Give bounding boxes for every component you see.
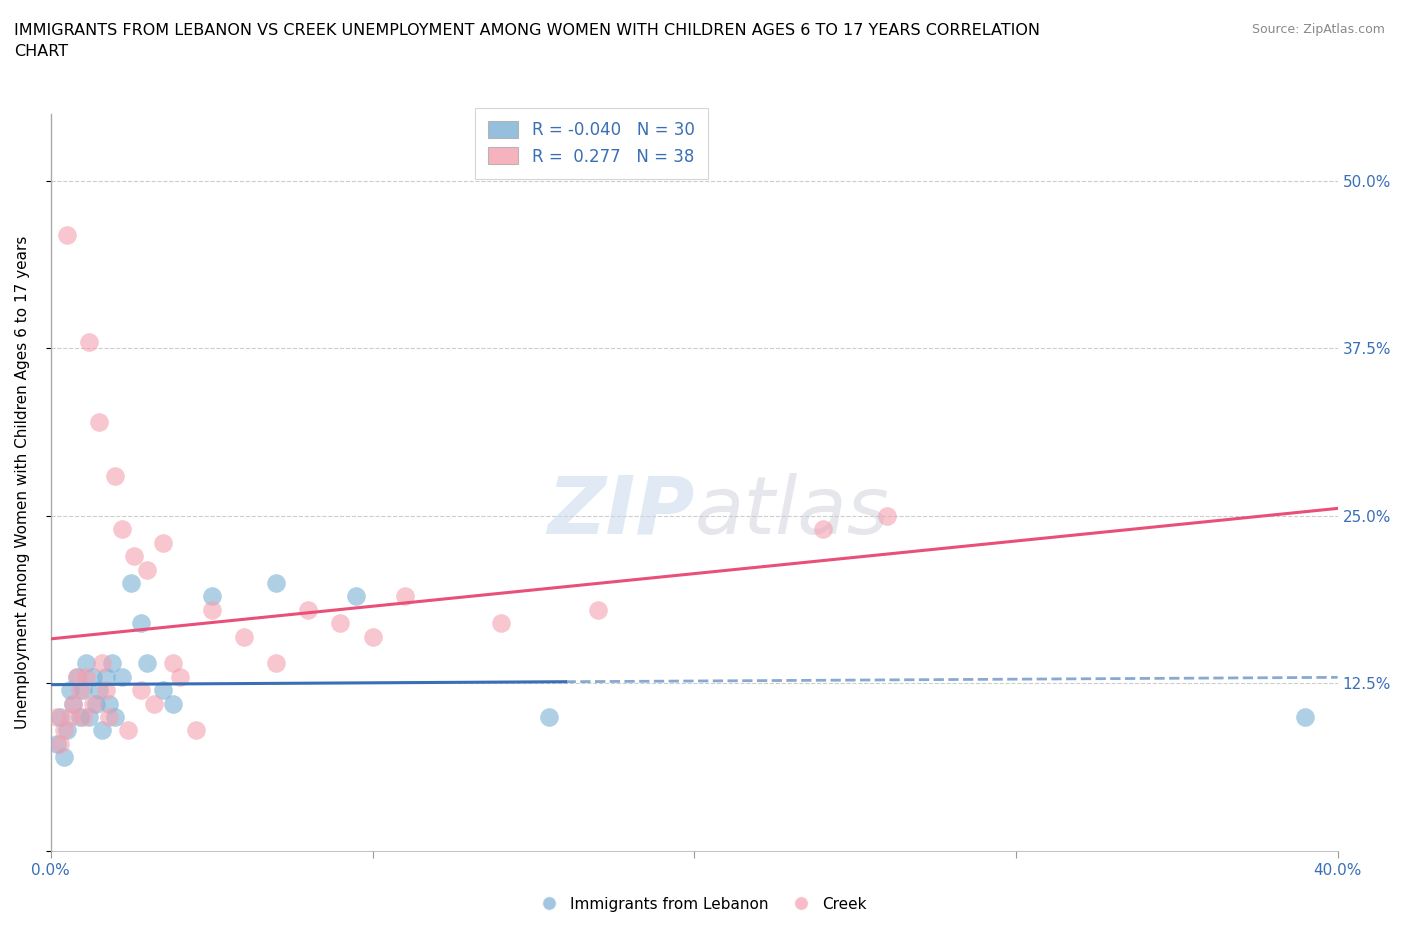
Point — [110, 670, 132, 684]
Point — [110, 522, 132, 537]
Point — [117, 723, 139, 737]
Point — [87, 415, 110, 430]
Point — [201, 603, 224, 618]
Point — [811, 522, 834, 537]
Point — [59, 710, 82, 724]
Point — [65, 670, 87, 684]
Point — [65, 670, 87, 684]
Point — [169, 670, 191, 684]
Point — [75, 656, 97, 671]
Legend: R = -0.040   N = 30, R =  0.277   N = 38: R = -0.040 N = 30, R = 0.277 N = 38 — [475, 108, 707, 179]
Point — [72, 710, 94, 724]
Point — [104, 469, 127, 484]
Point — [79, 335, 101, 350]
Point — [62, 697, 84, 711]
Point — [346, 589, 368, 604]
Point — [264, 576, 287, 591]
Point — [84, 697, 107, 711]
Point — [104, 710, 127, 724]
Point — [69, 683, 91, 698]
Point — [52, 750, 75, 764]
Point — [62, 697, 84, 711]
Point — [94, 683, 117, 698]
Point — [361, 630, 384, 644]
Point — [586, 603, 609, 618]
Point — [129, 683, 152, 698]
Legend: Immigrants from Lebanon, Creek: Immigrants from Lebanon, Creek — [533, 891, 873, 918]
Point — [152, 536, 174, 551]
Point — [75, 670, 97, 684]
Point — [129, 616, 152, 631]
Point — [46, 710, 69, 724]
Point — [49, 710, 72, 724]
Point — [394, 589, 416, 604]
Point — [201, 589, 224, 604]
Point — [232, 630, 254, 644]
Point — [329, 616, 352, 631]
Point — [124, 549, 146, 564]
Point — [94, 670, 117, 684]
Point — [142, 697, 165, 711]
Point — [59, 683, 82, 698]
Point — [91, 723, 114, 737]
Text: atlas: atlas — [695, 473, 889, 551]
Point — [97, 697, 120, 711]
Point — [87, 683, 110, 698]
Point — [91, 656, 114, 671]
Point — [162, 656, 184, 671]
Point — [97, 710, 120, 724]
Point — [1294, 710, 1316, 724]
Point — [489, 616, 512, 631]
Point — [136, 656, 159, 671]
Y-axis label: Unemployment Among Women with Children Ages 6 to 17 years: Unemployment Among Women with Children A… — [15, 236, 30, 729]
Point — [136, 562, 159, 577]
Point — [72, 683, 94, 698]
Text: Source: ZipAtlas.com: Source: ZipAtlas.com — [1251, 23, 1385, 36]
Point — [264, 656, 287, 671]
Point — [82, 697, 104, 711]
Point — [162, 697, 184, 711]
Point — [101, 656, 124, 671]
Text: ZIP: ZIP — [547, 473, 695, 551]
Point — [538, 710, 561, 724]
Point — [79, 710, 101, 724]
Point — [46, 737, 69, 751]
Point — [184, 723, 207, 737]
Point — [69, 710, 91, 724]
Text: IMMIGRANTS FROM LEBANON VS CREEK UNEMPLOYMENT AMONG WOMEN WITH CHILDREN AGES 6 T: IMMIGRANTS FROM LEBANON VS CREEK UNEMPLO… — [14, 23, 1040, 60]
Point — [297, 603, 319, 618]
Point — [120, 576, 142, 591]
Point — [56, 723, 79, 737]
Point — [52, 723, 75, 737]
Point — [49, 737, 72, 751]
Point — [56, 227, 79, 242]
Point — [152, 683, 174, 698]
Point — [876, 509, 898, 524]
Point — [82, 670, 104, 684]
